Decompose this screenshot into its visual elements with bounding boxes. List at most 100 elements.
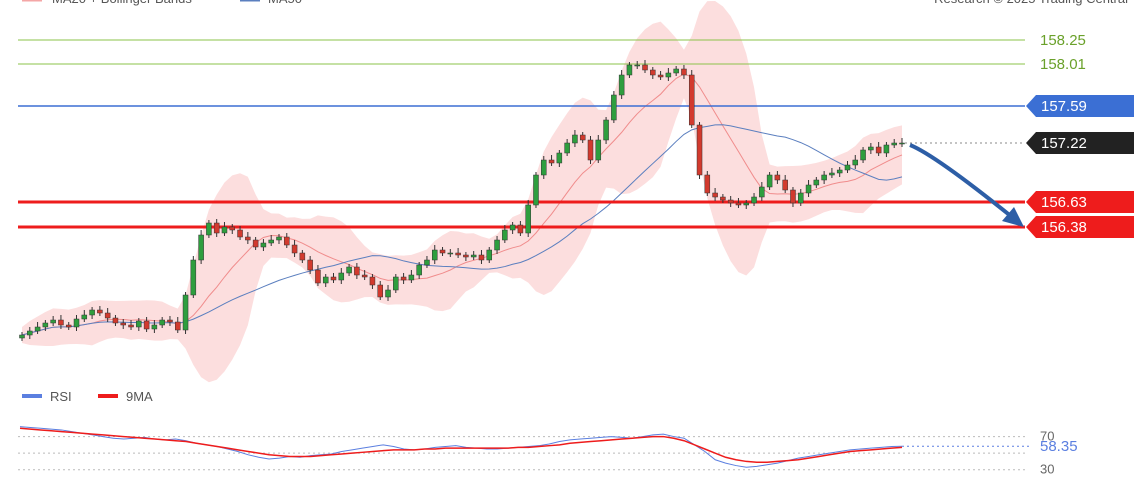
candle-body (611, 94, 617, 121)
candle-body (603, 119, 609, 141)
candle-body (354, 266, 360, 276)
candle-body (330, 276, 337, 281)
candle-body (673, 68, 679, 74)
candle-body (50, 319, 56, 324)
candle-body (486, 249, 493, 261)
candle-body (346, 266, 352, 274)
candle-body (136, 320, 142, 328)
rsi-line (19, 426, 903, 468)
candle-body (743, 202, 749, 206)
candle-body (307, 259, 313, 271)
candle-body (587, 139, 594, 161)
candle-body (759, 186, 765, 198)
candle-body (159, 319, 165, 326)
candle-body (533, 174, 539, 206)
candle-body (541, 159, 547, 176)
candle-body (860, 149, 866, 161)
candle-body (268, 239, 274, 244)
ma50-line (21, 124, 903, 336)
candle-body (221, 226, 228, 234)
candle-body (338, 272, 345, 281)
candle-body (73, 318, 80, 328)
candle-body (751, 196, 757, 204)
candle-body (782, 179, 788, 191)
copyright-text: Research © 2025 Trading Central (934, 0, 1128, 6)
candle-body (548, 159, 555, 164)
candle-body (393, 276, 399, 291)
level-label-4: 156.63 (1041, 194, 1087, 211)
rsi-level-70: 70 (1040, 429, 1054, 444)
candle-body (650, 69, 656, 76)
candle-body (572, 134, 578, 144)
candle-body (377, 284, 383, 298)
bollinger-band-area (22, 0, 902, 383)
candle-body (852, 159, 859, 166)
candle-body (875, 146, 882, 154)
candle-body (681, 68, 687, 76)
candle-body (385, 289, 391, 298)
candle-body (175, 321, 181, 331)
candle-body (805, 184, 812, 194)
candle-body (712, 192, 718, 198)
candle-body (198, 234, 204, 261)
candle-body (525, 204, 531, 234)
rsi-ma-line (19, 427, 903, 464)
candle-body (868, 146, 874, 151)
candle-body (704, 174, 711, 194)
candle-body (509, 224, 516, 231)
candle-body (821, 174, 827, 181)
candle-body (727, 199, 734, 204)
candle-body (618, 74, 625, 96)
forecast-arrow-line (909, 143, 1014, 219)
candle-body (206, 222, 212, 236)
candle-body (478, 254, 485, 261)
candle-body (284, 236, 290, 246)
candle-body (720, 196, 726, 201)
candle-body (883, 144, 890, 154)
candle-body (829, 172, 835, 176)
candle-body (229, 226, 236, 231)
candle-body (416, 264, 422, 276)
legend-rsi-label: RSI (50, 389, 72, 404)
candle-body (81, 314, 88, 320)
candle-body (463, 254, 469, 258)
level-tag-4 (1026, 191, 1134, 213)
candle-body (439, 249, 446, 254)
level-label-2: 157.59 (1041, 98, 1087, 115)
candle-body (657, 74, 664, 78)
candle-body (813, 179, 820, 186)
level-label-0: 158.25 (1040, 32, 1086, 49)
legend-ma20-label: MA20 + Bollinger Bands (52, 0, 192, 6)
level-label-5: 156.38 (1041, 219, 1087, 236)
candle-body (470, 254, 477, 258)
candle-body (237, 229, 243, 238)
candle-body (245, 236, 251, 241)
level-tag-2 (1026, 95, 1134, 117)
candle-body (494, 239, 500, 251)
candle-body (34, 326, 41, 332)
candle-body (276, 236, 282, 241)
candle-body (167, 319, 173, 323)
legend-9ma-label: 9MA (126, 389, 153, 404)
candle-body (642, 64, 648, 71)
candle-body (564, 142, 570, 154)
level-label-3: 157.22 (1041, 135, 1087, 152)
candle-body (595, 139, 602, 161)
candle-body (688, 74, 695, 126)
candle-body (27, 330, 33, 336)
candle-body (42, 322, 49, 328)
candle-body (104, 312, 111, 319)
candle-body (836, 169, 843, 174)
candle-body (291, 244, 298, 254)
candle-body (517, 224, 524, 234)
candle-body (455, 252, 461, 256)
candle-body (556, 152, 563, 164)
candle-body (424, 259, 430, 266)
candle-body (408, 274, 415, 281)
candle-body (89, 309, 95, 316)
candle-body (151, 324, 158, 330)
candle-body (665, 72, 672, 78)
candle-body (766, 174, 773, 188)
candle-body (431, 249, 438, 261)
